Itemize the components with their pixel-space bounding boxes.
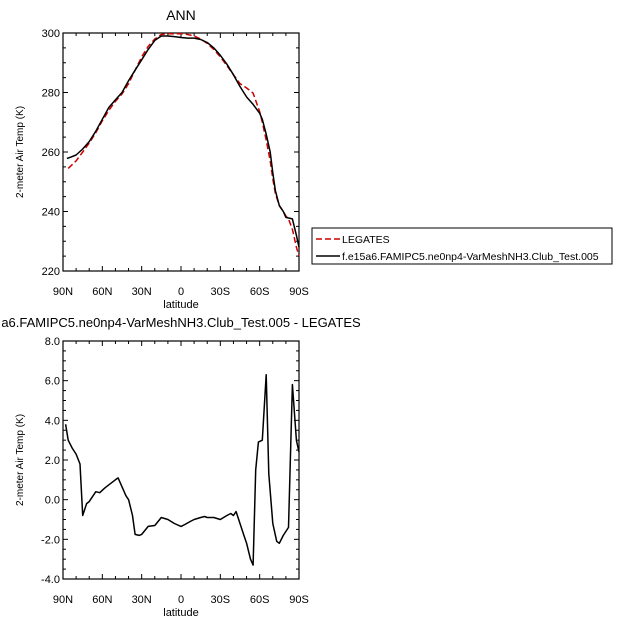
- x-tick-label: 60N: [92, 594, 112, 606]
- x-tick-label: 60S: [250, 286, 270, 298]
- legend: LEGATES f.e15a6.FAMIPC5.ne0np4-VarMeshNH3…: [311, 227, 613, 265]
- x-axis-label: latitude: [163, 299, 198, 311]
- x-tick-label: 0: [178, 286, 184, 298]
- x-tick-label: 30S: [211, 286, 231, 298]
- x-tick-label: 90S: [289, 594, 309, 606]
- difference-line: [64, 373, 300, 566]
- y-tick-label: 300: [42, 28, 60, 40]
- y-tick-label: 8.0: [45, 336, 60, 348]
- x-tick-label: 60N: [92, 286, 112, 298]
- x-tick-label: 90N: [53, 594, 73, 606]
- plot-frame: [62, 340, 300, 580]
- y-tick-label: 0.0: [45, 495, 60, 507]
- plot-2: a6.FAMIPC5.ne0np4-VarMeshNH3.Club_Test.0…: [1, 315, 361, 619]
- y-tick-label: 260: [42, 147, 60, 159]
- x-tick-label: 90S: [289, 286, 309, 298]
- legend-label: f.e15a6.FAMIPC5.ne0np4-VarMeshNH3.Club_T…: [342, 251, 599, 263]
- y-axis-label: 2-meter Air Temp (K): [15, 414, 26, 506]
- chart-title: ANN: [166, 7, 196, 23]
- x-tick-label: 30S: [211, 594, 231, 606]
- y-tick-label: 2.0: [45, 455, 60, 467]
- legend-label: LEGATES: [342, 234, 390, 246]
- y-tick-label: -2.0: [41, 534, 60, 546]
- x-axis-label: latitude: [163, 607, 198, 619]
- x-tick-label: 30N: [132, 286, 152, 298]
- plot-frame: [62, 32, 300, 272]
- plot-1: ANN 90N 60N 30N 0 30S 60S 90S 220 240 260 280 300 lat…: [15, 7, 309, 311]
- y-tick-label: -4.0: [41, 574, 60, 586]
- x-tick-label: 30N: [132, 594, 152, 606]
- legend-box: [311, 227, 613, 265]
- chart-title: a6.FAMIPC5.ne0np4-VarMeshNH3.Club_Test.0…: [1, 315, 361, 330]
- y-tick-label: 280: [42, 88, 60, 100]
- series-line-legates: [67, 32, 300, 257]
- y-tick-label: 240: [42, 207, 60, 219]
- x-tick-label: 90N: [53, 286, 73, 298]
- y-tick-label: 220: [42, 266, 60, 278]
- y-tick-label: 6.0: [45, 376, 60, 388]
- series-line-model: [66, 35, 300, 248]
- x-tick-label: 0: [178, 594, 184, 606]
- y-axis-label: 2-meter Air Temp (K): [15, 106, 26, 198]
- y-tick-label: 4.0: [45, 415, 60, 427]
- x-tick-label: 60S: [250, 594, 270, 606]
